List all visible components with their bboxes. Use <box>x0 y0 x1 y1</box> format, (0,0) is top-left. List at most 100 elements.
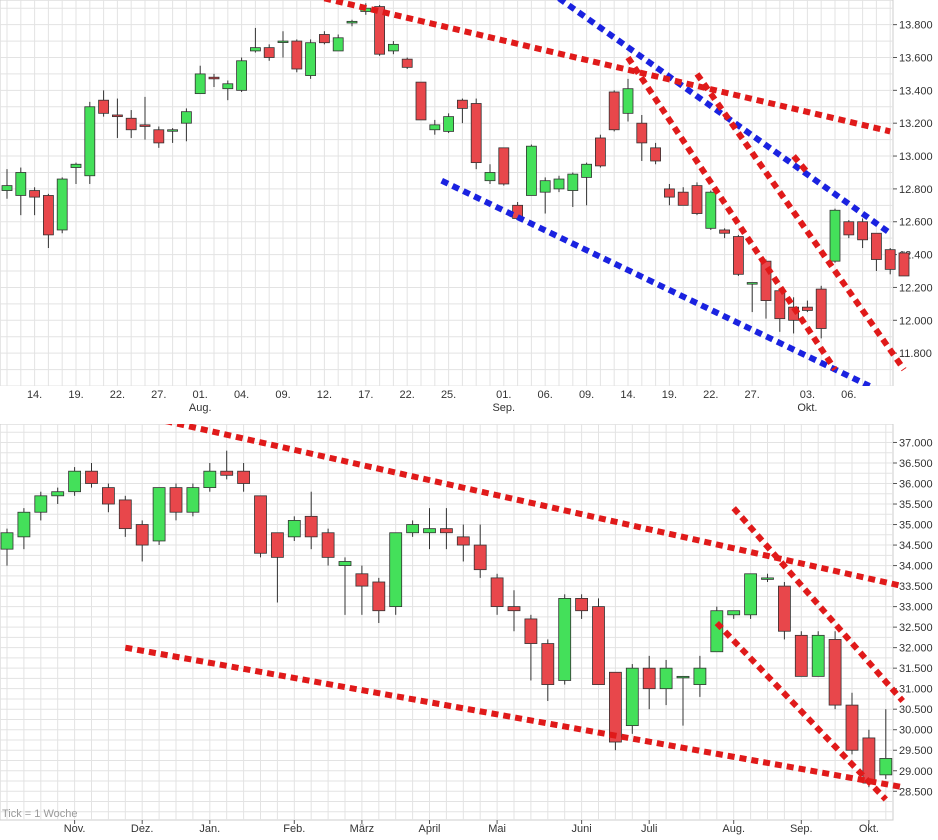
candle <box>180 108 192 142</box>
candle <box>125 110 137 138</box>
y-tick-label: 34.000 <box>899 561 933 573</box>
candle-body-down <box>857 221 868 241</box>
x-tick-label: Aug. <box>722 823 745 835</box>
candle <box>676 675 690 726</box>
candle <box>254 495 267 558</box>
y-tick-label: 34.500 <box>899 540 933 552</box>
candle-body-up <box>346 20 358 24</box>
candle-body-down <box>507 606 521 612</box>
candle-body-down <box>788 306 799 321</box>
x-tick-label: Mai <box>488 823 506 835</box>
y-tick-label: 12.200 <box>899 282 933 294</box>
candle <box>829 208 841 263</box>
x-tick-label: Feb. <box>283 823 305 835</box>
candle-body-up <box>51 491 65 497</box>
x-tick-label: 04. <box>234 389 249 401</box>
candle <box>118 495 132 537</box>
candle-body-down <box>135 524 149 546</box>
candle-body-up <box>829 209 841 262</box>
y-tick-label: 37.000 <box>899 437 933 449</box>
candle-body-up <box>338 561 352 566</box>
candle-body-down <box>843 221 855 236</box>
candle-body-down <box>263 47 275 58</box>
weekly-candlestick-chart: 28.500 29.000 29.500 30.000 30.500 31.000 31.5… <box>0 412 933 835</box>
y-tick-label: 29.500 <box>899 745 933 757</box>
candle-body-up <box>761 577 774 580</box>
candle-body-up <box>203 470 217 489</box>
candle-body-down <box>29 190 41 198</box>
candle <box>321 528 335 566</box>
x-tick-label: 09. <box>579 389 594 401</box>
red-trendline <box>323 0 891 135</box>
candle <box>664 183 675 206</box>
candle <box>470 98 482 170</box>
candle-body-up <box>659 667 673 690</box>
candle-body-up <box>167 129 179 132</box>
red-trendline <box>694 72 907 372</box>
candle <box>1 169 13 199</box>
candle-body-up <box>152 487 166 542</box>
candle <box>710 606 724 653</box>
candle <box>277 31 289 58</box>
horizontal-grid <box>0 7 893 387</box>
candle <box>802 300 813 313</box>
candle <box>524 614 538 681</box>
x-tick-label: 22. <box>110 389 125 401</box>
x-tick-label: Nov. <box>64 823 86 835</box>
candle-body-up <box>15 172 27 196</box>
candle-body-down <box>541 643 555 685</box>
y-tick-label: 11.800 <box>899 348 932 360</box>
daily-candlestick-chart: 11.80012.00012.20012.40012.60012.80013.0… <box>0 0 933 414</box>
candle <box>677 187 689 206</box>
candle <box>811 631 825 677</box>
candle <box>843 220 855 239</box>
y-tick-label: 32.000 <box>899 643 933 655</box>
candle <box>507 590 521 632</box>
candle <box>186 483 200 517</box>
candle-body-down <box>595 137 606 167</box>
candle-body-down <box>677 191 689 206</box>
candle-body-up <box>222 83 234 90</box>
candle-body-down <box>112 114 123 118</box>
candle <box>727 610 741 619</box>
candle <box>112 98 123 138</box>
candle-body-down <box>220 470 234 476</box>
candle-body-down <box>884 249 896 270</box>
x-tick-label: 14. <box>620 389 635 401</box>
candle-body-down <box>845 704 859 751</box>
candle-body-up <box>705 191 717 229</box>
candle <box>733 234 744 276</box>
candle <box>490 573 504 615</box>
candle <box>788 297 799 334</box>
candle-body-up <box>558 598 572 681</box>
candle <box>152 487 166 546</box>
candle <box>871 232 882 272</box>
candle-body-up <box>693 667 707 685</box>
candle <box>595 134 606 168</box>
candle <box>85 462 98 488</box>
candle <box>541 639 555 701</box>
candle-body-down <box>139 124 151 127</box>
x-tick-label: 03. <box>800 389 815 401</box>
candle-body-down <box>254 495 267 554</box>
candle-body-up <box>539 180 551 193</box>
candle <box>332 34 344 52</box>
candle-body-down <box>719 229 730 234</box>
candle-body-up <box>625 667 639 727</box>
panel-separator <box>0 386 938 424</box>
candle-body-up <box>287 520 301 538</box>
candle-body-up <box>249 47 261 52</box>
candle-body-down <box>98 99 109 114</box>
candle <box>51 487 65 505</box>
candle-body-down <box>321 532 335 558</box>
candles <box>0 450 893 788</box>
x-tick-label: 01. <box>193 389 208 401</box>
candle-body-up <box>746 282 758 285</box>
candle-body-down <box>794 634 808 677</box>
candle-body-up <box>622 88 634 114</box>
candle <box>473 524 487 578</box>
candle-body-up <box>429 124 441 131</box>
x-tick-label: 22. <box>400 389 415 401</box>
candle <box>415 81 427 121</box>
candle-body-down <box>575 598 588 612</box>
